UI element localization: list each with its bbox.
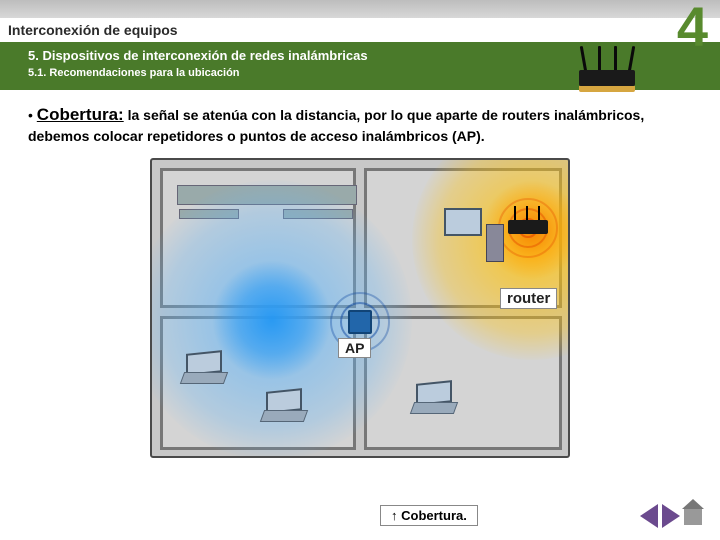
bullet-marker: • xyxy=(28,107,37,123)
router-device-icon xyxy=(508,220,548,234)
nav-home-button[interactable] xyxy=(684,507,702,525)
ap-label: AP xyxy=(338,338,371,358)
pc-tower-icon xyxy=(486,224,504,262)
room-top-left xyxy=(160,168,356,308)
room-bottom-right xyxy=(364,316,562,450)
coverage-diagram: AP router xyxy=(150,158,570,458)
diagram-caption: ↑ Cobertura. xyxy=(380,505,478,526)
router-label: router xyxy=(500,288,557,309)
content-area: • Cobertura: la señal se atenúa con la d… xyxy=(0,90,720,458)
page-title: Interconexión de equipos xyxy=(0,18,720,42)
nav-prev-button[interactable] xyxy=(640,504,658,528)
nav-controls xyxy=(640,504,702,528)
router-header-image xyxy=(572,44,642,92)
laptop-icon xyxy=(182,352,226,384)
furniture-shelf xyxy=(283,209,353,219)
nav-next-button[interactable] xyxy=(662,504,680,528)
bullet-text: • Cobertura: la señal se atenúa con la d… xyxy=(28,104,692,146)
section-title: 5. Dispositivos de interconexión de rede… xyxy=(28,48,368,63)
laptop-icon xyxy=(412,382,456,414)
chapter-number: 4 xyxy=(677,0,708,53)
pc-monitor-icon xyxy=(444,208,482,236)
ap-device-icon xyxy=(348,310,372,334)
header-band xyxy=(0,0,720,18)
section-bar: 5. Dispositivos de interconexión de rede… xyxy=(0,42,720,90)
term: Cobertura: xyxy=(37,105,124,124)
furniture-shelf xyxy=(179,209,239,219)
furniture-desk xyxy=(177,185,357,205)
subsection-title: 5.1. Recomendaciones para la ubicación xyxy=(28,67,368,79)
laptop-icon xyxy=(262,390,306,422)
